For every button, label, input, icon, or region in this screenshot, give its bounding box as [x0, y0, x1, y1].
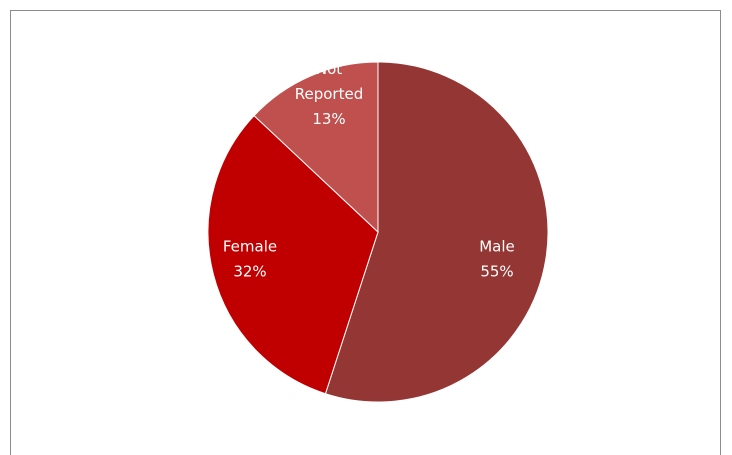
data-label-not-reported: Not Reported 13%	[295, 60, 363, 128]
pie-slice-female	[207, 114, 379, 395]
pie-chart: Male 55% Female 32% Not Reported 13%	[207, 60, 549, 403]
data-label-female: Female 32%	[223, 238, 277, 281]
chart-area: Male 55% Female 32% Not Reported 13%	[10, 10, 721, 455]
pie-slice-not-reported	[253, 61, 379, 234]
data-label-male: Male 55%	[479, 238, 515, 281]
pie-slice-male	[324, 61, 549, 403]
